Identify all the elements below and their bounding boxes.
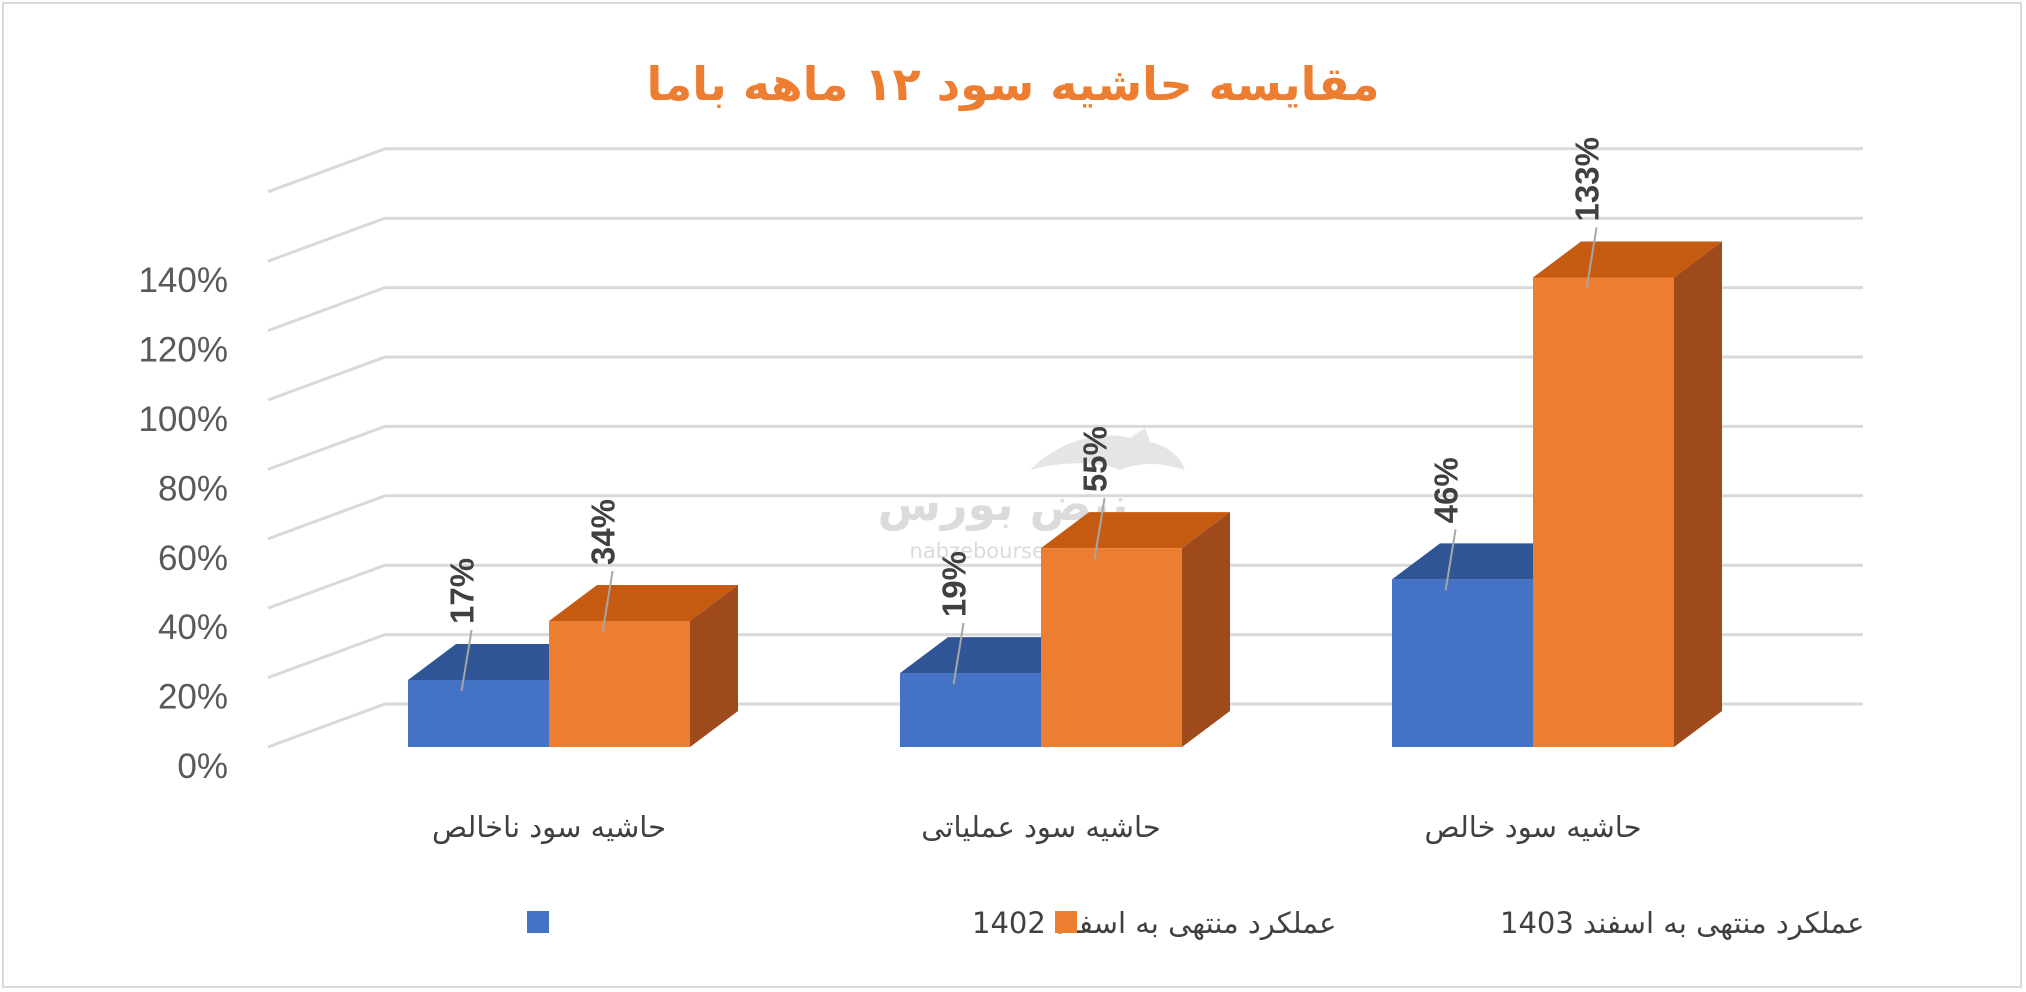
y-tick-label: 40% [158, 608, 228, 647]
bar [900, 673, 1041, 747]
y-tick-label: 80% [158, 469, 228, 508]
legend-swatch-1402 [527, 911, 549, 933]
bar [1533, 277, 1674, 747]
data-label-leader [1585, 227, 1598, 289]
category-label: حاشیه سود ناخالص [432, 810, 666, 844]
data-label: 34% [585, 499, 622, 565]
bar-side [1182, 512, 1230, 747]
gridline-side [267, 424, 386, 471]
y-tick-label: 100% [138, 400, 228, 439]
y-tick-label: 140% [138, 261, 228, 300]
gridline-side [267, 286, 386, 333]
data-label: 46% [1428, 457, 1465, 523]
chart-title: مقایسه حاشیه سود ۱۲ ماهه باما [647, 57, 1380, 111]
watermark-bull-icon [1030, 428, 1185, 470]
data-label-leader [952, 622, 965, 685]
data-label-leader [1444, 529, 1457, 591]
legend: عملکرد منتهی به اسفند 1402 عملکرد منتهی … [527, 906, 1864, 940]
data-label: 17% [444, 558, 481, 624]
bar [408, 680, 549, 747]
bar [549, 621, 690, 747]
gridline-side [267, 147, 386, 194]
gridline-side [267, 355, 386, 402]
data-label: 133% [1569, 137, 1606, 221]
y-tick-label: 120% [138, 331, 228, 370]
gridline-side [267, 633, 386, 680]
y-axis-ticks: 0% 20% 40% 60% 80% 100% 120% 140% [138, 261, 228, 786]
bar-side [1674, 241, 1722, 748]
data-label-leader [601, 570, 614, 633]
gridline-side [267, 563, 386, 610]
bar [1392, 579, 1533, 747]
gridline-side [267, 216, 386, 263]
data-label-leader [460, 629, 473, 692]
legend-swatch-1403 [1055, 911, 1077, 933]
y-tick-label: 60% [158, 539, 228, 578]
data-labels: 17% 34% 19% 55% 46% 133% [444, 137, 1606, 692]
bars [408, 241, 1722, 748]
category-label: حاشیه سود خالص [1424, 810, 1641, 844]
bar-top [549, 585, 738, 622]
data-label: 55% [1077, 426, 1114, 492]
gridline-side [267, 494, 386, 541]
category-label: حاشیه سود عملیاتی [921, 810, 1161, 844]
bar-top [1533, 241, 1722, 278]
y-tick-label: 0% [177, 747, 228, 786]
legend-label-1402: عملکرد منتهی به اسفند 1402 [972, 906, 1336, 940]
bar [1041, 548, 1182, 747]
gridline-side [267, 702, 386, 749]
y-tick-label: 20% [158, 678, 228, 717]
category-labels: حاشیه سود ناخالص حاشیه سود عملیاتی حاشیه س… [432, 810, 1642, 844]
legend-label-1403: عملکرد منتهی به اسفند 1403 [1500, 906, 1864, 940]
data-label-leader [1093, 497, 1106, 560]
bar-side [690, 585, 738, 747]
bar-top [1041, 512, 1230, 549]
data-label: 19% [936, 551, 973, 617]
